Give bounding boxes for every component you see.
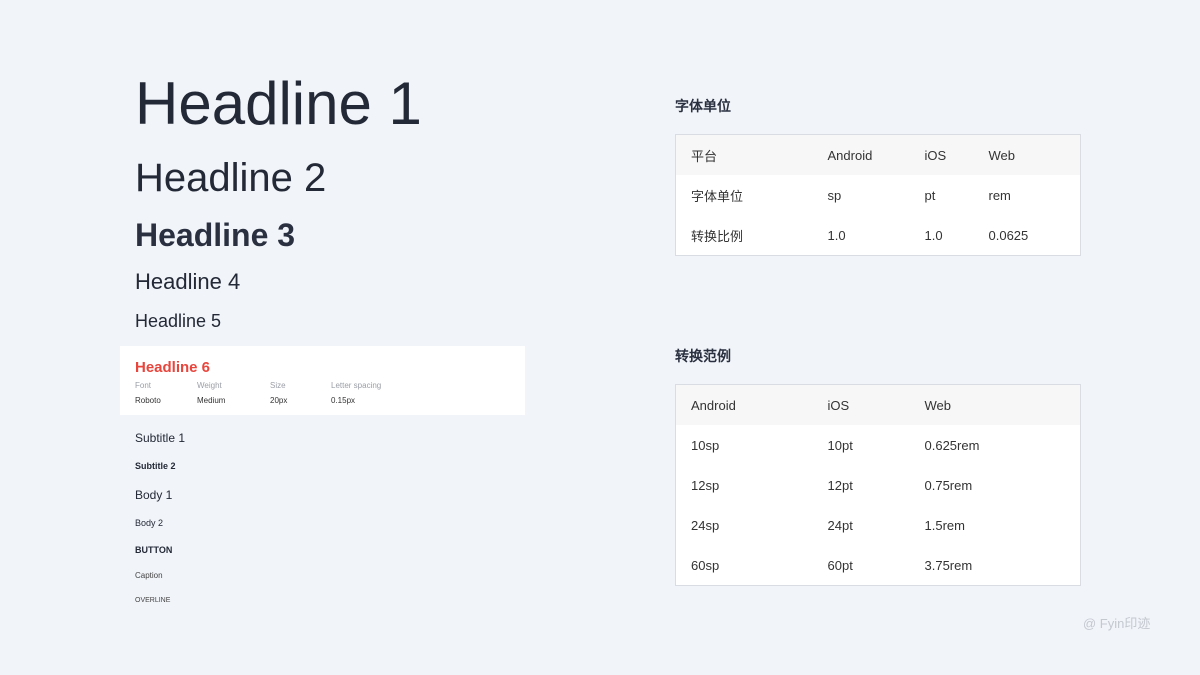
body-1: Body 1 <box>135 488 173 502</box>
table-cell: 转换比例 <box>691 228 744 244</box>
table-cell: 10pt <box>827 437 853 453</box>
header-cell: Android <box>675 384 828 425</box>
font-value: Roboto <box>135 396 161 405</box>
table-cell: sp <box>827 187 842 203</box>
table-cell: 24pt <box>827 517 853 533</box>
header-cell: Web <box>988 134 1081 175</box>
table-row: 10sp 10pt 0.625rem <box>676 425 1081 465</box>
table-cell: 12sp <box>691 477 720 493</box>
table-row: 12sp 12pt 0.75rem <box>676 465 1081 505</box>
table-cell: 10sp <box>691 437 720 453</box>
units-table: 平台 Android iOS Web 字体单位 sp pt rem 转换比例 1… <box>675 134 1081 256</box>
headline-2: Headline 2 <box>135 156 327 200</box>
table-cell: 1.5rem <box>924 517 965 533</box>
headline-1: Headline 1 <box>135 70 422 137</box>
table-cell: rem <box>988 187 1011 203</box>
headline-4: Headline 4 <box>135 269 241 294</box>
table-row: 字体单位 sp pt rem <box>676 175 1081 215</box>
table-cell: 24sp <box>691 517 720 533</box>
weight-value: Medium <box>197 396 226 405</box>
size-label: Size <box>270 381 286 390</box>
table-cell: 3.75rem <box>924 557 973 573</box>
subtitle-1: Subtitle 1 <box>135 431 186 445</box>
table-cell: 1.0 <box>924 227 943 243</box>
table-cell: 字体单位 <box>691 188 744 204</box>
header-cell: iOS <box>827 384 925 425</box>
header-cell: iOS <box>924 134 989 175</box>
table-row: 转换比例 1.0 1.0 0.0625 <box>676 215 1081 256</box>
units-title: 字体单位 <box>675 98 731 114</box>
headline-3: Headline 3 <box>135 217 296 253</box>
table-cell: 12pt <box>827 477 853 493</box>
button-style: BUTTON <box>135 545 173 555</box>
letter-spacing-value: 0.15px <box>331 396 356 405</box>
caption: Caption <box>135 571 163 580</box>
table-cell: 60pt <box>827 557 853 573</box>
body-2: Body 2 <box>135 518 164 528</box>
header-cell: Android <box>827 134 925 175</box>
table-cell: pt <box>924 187 936 203</box>
headline-5: Headline 5 <box>135 311 222 331</box>
table-cell: 0.625rem <box>924 437 980 453</box>
table-cell: 1.0 <box>827 227 846 243</box>
headline-6-card: Headline 6 Font Weight Size Letter spaci… <box>120 346 525 415</box>
table-cell: 0.0625 <box>988 227 1029 243</box>
header-cell: Web <box>924 384 1081 425</box>
letter-spacing-label: Letter spacing <box>331 381 382 390</box>
table-cell: 60sp <box>691 557 720 573</box>
font-label: Font <box>135 381 152 390</box>
headline-6: Headline 6 <box>135 359 211 376</box>
weight-label: Weight <box>197 381 222 390</box>
table-header-row: Android iOS Web <box>675 384 1081 425</box>
table-row: 24sp 24pt 1.5rem <box>676 505 1081 545</box>
size-value: 20px <box>270 396 288 405</box>
table-row: 60sp 60pt 3.75rem <box>676 545 1081 586</box>
watermark: @ Fyin印迹 <box>1083 616 1151 631</box>
examples-table: Android iOS Web 10sp 10pt 0.625rem 12sp … <box>675 384 1081 586</box>
table-cell: 0.75rem <box>924 477 973 493</box>
examples-title: 转换范例 <box>675 348 731 364</box>
subtitle-2: Subtitle 2 <box>135 461 176 471</box>
header-cell: 平台 <box>675 134 828 175</box>
overline: OVERLINE <box>135 597 171 604</box>
table-header-row: 平台 Android iOS Web <box>675 134 1081 175</box>
